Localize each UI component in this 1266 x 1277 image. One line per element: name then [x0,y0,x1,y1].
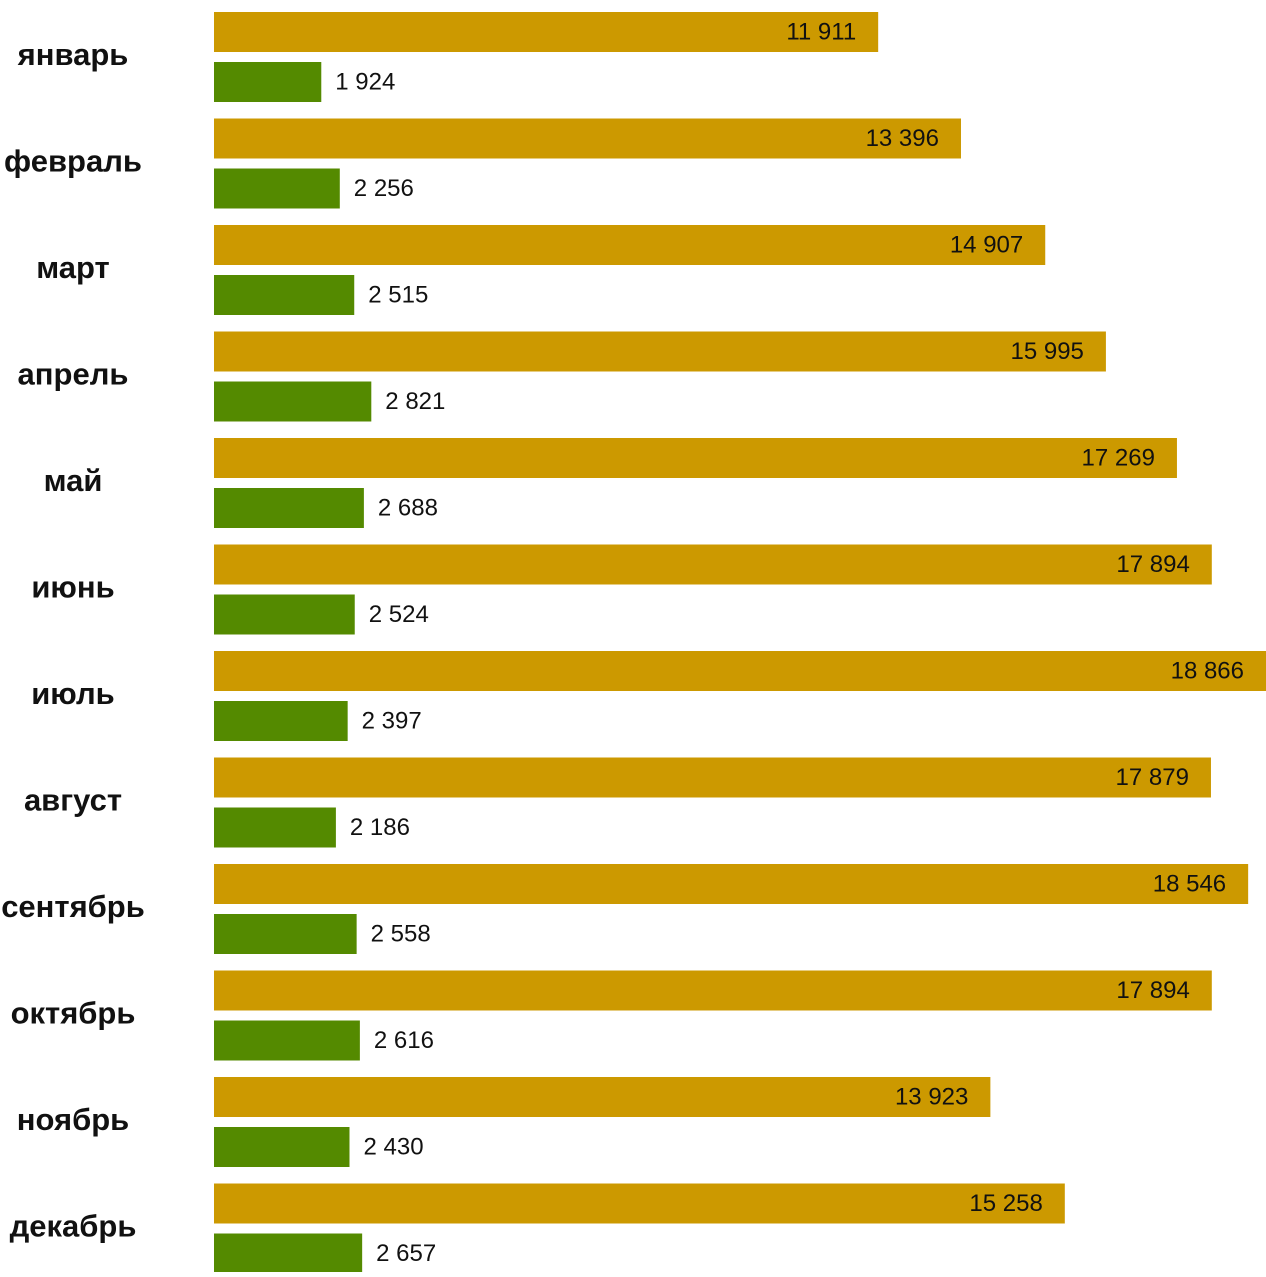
data-label: 2 256 [354,175,414,202]
bar-group: декабрь 15 258 2 657 [10,1183,1065,1274]
bar-series-2 [214,1127,350,1167]
bar-group: май 17 269 2 688 [44,438,1177,528]
data-label: 2 524 [369,601,429,628]
bar-series-2 [214,62,322,102]
category-label: февраль [4,144,142,179]
bar-series-2 [214,381,372,422]
data-label: 2 558 [371,920,431,947]
bar-group: июнь 17 894 2 524 [31,544,1212,635]
data-label: 11 911 [786,18,856,45]
bar-series-2 [214,594,355,635]
bar-series-2 [214,275,355,315]
bar-group: апрель 15 995 2 821 [18,331,1106,422]
category-label: апрель [18,357,129,392]
bar-series-1 [214,331,1106,372]
data-label: 2 657 [376,1240,436,1267]
bar-group: октябрь 17 894 2 616 [11,970,1212,1061]
bar-series-2 [214,807,336,848]
data-label: 15 258 [969,1190,1042,1217]
data-label: 17 894 [1116,977,1189,1004]
category-label: декабрь [10,1209,137,1244]
data-label: 2 616 [374,1027,434,1054]
bar-series-1 [214,225,1046,265]
data-label: 2 397 [362,707,422,734]
bar-series-2 [214,488,364,528]
category-label: январь [17,37,129,72]
bar-group: июль 18 866 2 397 [31,651,1266,741]
bar-series-1 [214,970,1212,1011]
bar-group: сентябрь 18 546 2 558 [1,864,1249,954]
data-label: 15 995 [1011,338,1084,365]
data-label: 13 923 [895,1083,968,1110]
category-label: ноябрь [17,1102,129,1137]
data-label: 18 866 [1171,657,1244,684]
category-label: октябрь [11,996,136,1031]
data-label: 2 688 [378,494,438,521]
data-label: 14 907 [950,231,1023,258]
bar-series-1 [214,118,961,159]
data-label: 2 515 [368,281,428,308]
bar-group: январь 11 911 1 924 [17,12,879,102]
bar-series-1 [214,12,879,52]
data-label: 2 186 [350,814,410,841]
bar-series-1 [214,757,1211,798]
bar-series-2 [214,914,357,954]
data-label: 17 269 [1082,444,1155,471]
bar-group: август 17 879 2 186 [24,757,1211,848]
data-label: 2 821 [385,388,445,415]
bar-series-1 [214,1077,991,1117]
data-label: 18 546 [1153,870,1226,897]
category-label: сентябрь [1,889,145,924]
data-label: 13 396 [866,125,939,152]
data-label: 1 924 [335,68,395,95]
bar-series-1 [214,438,1177,478]
data-label: 2 430 [364,1133,424,1160]
category-label: май [44,463,103,498]
bar-series-1 [214,864,1249,904]
bar-group: ноябрь 13 923 2 430 [17,1077,991,1167]
bar-series-2 [214,168,340,209]
category-label: август [24,783,122,818]
bar-series-2 [214,1233,363,1274]
bar-group: февраль 13 396 2 256 [4,118,961,209]
bar-series-1 [214,544,1212,585]
bar-series-2 [214,1020,360,1061]
category-label: март [36,250,109,285]
data-label: 17 894 [1116,551,1189,578]
category-label: июль [31,676,115,711]
data-label: 17 879 [1116,764,1189,791]
bar-group: март 14 907 2 515 [36,225,1046,315]
category-label: июнь [31,570,114,605]
bar-series-2 [214,701,348,741]
bar-series-1 [214,1183,1065,1224]
bar-series-1 [214,651,1266,691]
